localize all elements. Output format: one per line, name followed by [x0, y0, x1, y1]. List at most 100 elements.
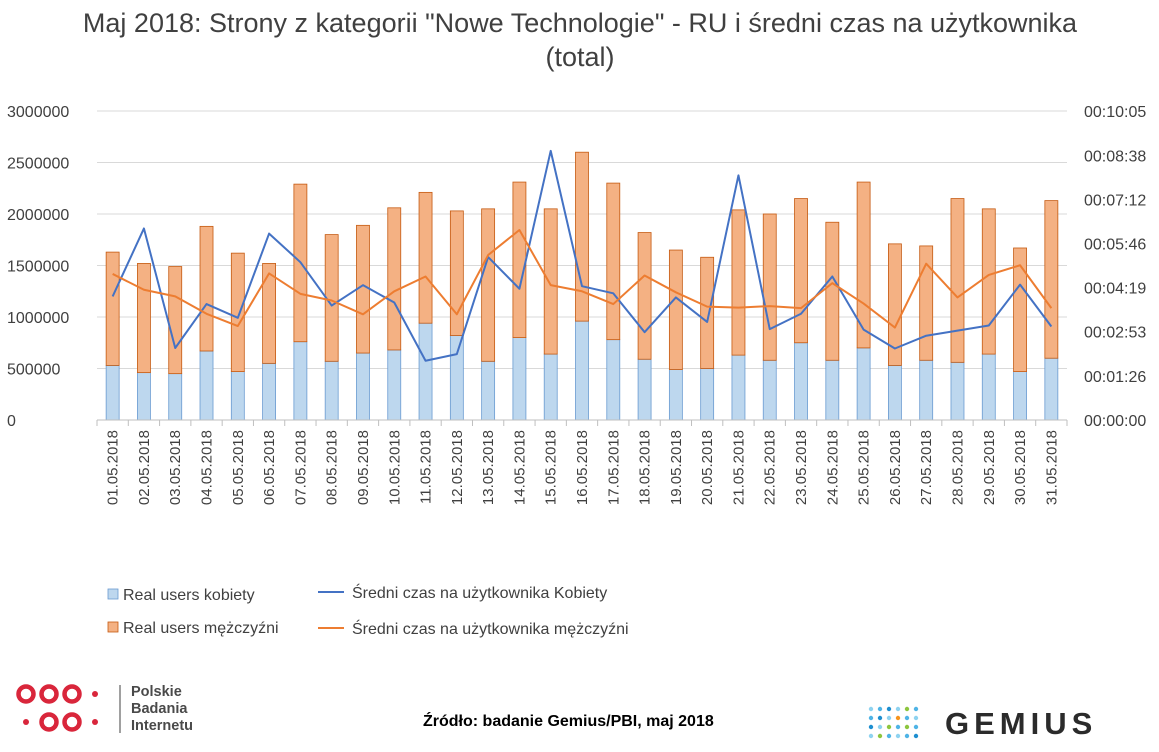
- x-tick-label: 31.05.2018: [1043, 430, 1060, 505]
- gemius-dot: [877, 733, 883, 739]
- gemius-dot: [877, 724, 883, 730]
- pbi-logo-ring-2: [39, 684, 59, 704]
- gemius-dot: [868, 733, 874, 739]
- x-tick-label: 30.05.2018: [1012, 430, 1029, 505]
- y-tick-label: 0: [7, 413, 16, 430]
- gemius-dot: [877, 706, 883, 712]
- source-note: Źródło: badanie Gemius/PBI, maj 2018: [423, 713, 714, 730]
- x-tick-label: 22.05.2018: [762, 430, 779, 505]
- y2-tick-label: 00:07:12: [1084, 192, 1146, 209]
- bar-men: [668, 249, 683, 370]
- y2-tick-label: 00:04:19: [1084, 281, 1146, 298]
- bar-women: [105, 365, 120, 421]
- bar-men: [199, 225, 214, 352]
- x-tick-label: 10.05.2018: [386, 430, 403, 505]
- bar-women: [731, 354, 746, 421]
- x-tick-label: 24.05.2018: [824, 430, 841, 505]
- x-tick-label: 13.05.2018: [480, 430, 497, 505]
- gemius-dot: [913, 724, 919, 730]
- bar-men: [731, 209, 746, 356]
- gemius-dot: [904, 733, 910, 739]
- bar-men: [512, 181, 527, 339]
- gemius-dot: [868, 724, 874, 730]
- gemius-dot: [886, 733, 892, 739]
- legend: Real users kobiety Średni czas na użytkow…: [107, 583, 629, 638]
- pbi-logo-line-1: Polskie: [131, 684, 182, 700]
- bar-men: [606, 182, 621, 341]
- bar-men: [794, 198, 808, 344]
- pbi-logo-ring-3: [62, 684, 82, 704]
- bar-men: [981, 208, 996, 355]
- x-tick-label: 05.05.2018: [230, 430, 247, 505]
- x-tick-label: 16.05.2018: [574, 430, 591, 505]
- bar-women: [919, 359, 934, 421]
- gemius-logo-text: GEMIUS: [945, 706, 1098, 741]
- bar-women: [888, 365, 902, 421]
- bar-women: [637, 358, 652, 421]
- x-tick-label: 01.05.2018: [105, 430, 122, 505]
- x-tick-label: 27.05.2018: [918, 430, 935, 505]
- x-tick-label: 06.05.2018: [261, 430, 278, 505]
- x-tick-label: 07.05.2018: [292, 430, 309, 505]
- gemius-dot: [886, 724, 892, 730]
- bar-women: [168, 373, 183, 421]
- bar-women: [794, 342, 808, 421]
- lines: [111, 149, 1053, 362]
- gemius-dot: [904, 724, 910, 730]
- bar-men: [168, 266, 183, 375]
- pbi-logo-dot-1: [92, 691, 98, 697]
- legend-swatch: [107, 588, 119, 600]
- bar-women: [575, 320, 589, 421]
- chart-title: Maj 2018: Strony z kategorii "Nowe Techn…: [82, 8, 1078, 72]
- gemius-dot: [904, 706, 910, 712]
- y-tick-label: 2500000: [7, 156, 69, 173]
- x-tick-label: 03.05.2018: [167, 430, 184, 505]
- bar-women: [262, 362, 276, 421]
- line-men-avg-time: [112, 229, 1053, 329]
- x-tick-label: 09.05.2018: [355, 430, 372, 505]
- x-tick-label: 17.05.2018: [605, 430, 622, 505]
- bar-men: [105, 251, 120, 366]
- bar-men: [449, 210, 464, 336]
- legend-label: Średni czas na użytkownika Kobiety: [352, 583, 607, 602]
- x-tick-label: 28.05.2018: [949, 430, 966, 505]
- bar-men: [950, 198, 965, 363]
- x-tick-label: 19.05.2018: [668, 430, 685, 505]
- bar-men: [1044, 200, 1059, 359]
- gemius-logo: [862, 700, 1127, 746]
- gemius-dot: [868, 706, 874, 712]
- bar-men: [418, 191, 433, 324]
- bar-women: [512, 337, 527, 421]
- bar-men: [481, 208, 496, 362]
- pbi-logo-line-3: Internetu: [131, 718, 194, 734]
- bar-men: [1013, 247, 1027, 372]
- x-tick-label: 12.05.2018: [449, 430, 466, 505]
- bar-women: [700, 368, 715, 421]
- bar-women: [324, 360, 339, 421]
- pbi-logo: [16, 684, 121, 733]
- gemius-dot: [895, 715, 901, 721]
- x-tick-label: 26.05.2018: [887, 430, 904, 505]
- y-tick-label: 1500000: [7, 259, 69, 276]
- y-tick-label: 500000: [7, 362, 60, 379]
- x-tick-label: 25.05.2018: [856, 430, 873, 505]
- bar-men: [762, 213, 777, 361]
- x-tick-label: 21.05.2018: [730, 430, 747, 505]
- bar-women: [418, 322, 433, 421]
- bar-women: [981, 353, 996, 421]
- pbi-logo-ring-1: [16, 684, 36, 704]
- x-tick-label: 23.05.2018: [793, 430, 810, 505]
- gemius-dot: [868, 715, 874, 721]
- pbi-logo-dot-2: [23, 719, 29, 725]
- gemius-dot: [877, 715, 883, 721]
- x-tick-label: 02.05.2018: [136, 430, 153, 505]
- y2-tick-label: 00:01:26: [1084, 369, 1146, 386]
- gemius-dot: [913, 733, 919, 739]
- bar-women: [481, 360, 496, 421]
- bar-men: [700, 256, 715, 369]
- legend-swatch: [107, 621, 119, 633]
- bar-men: [575, 151, 589, 322]
- bar-women: [543, 353, 558, 421]
- legend-label: Real users mężczyźni: [123, 620, 279, 637]
- pbi-logo-ring-5: [62, 712, 82, 732]
